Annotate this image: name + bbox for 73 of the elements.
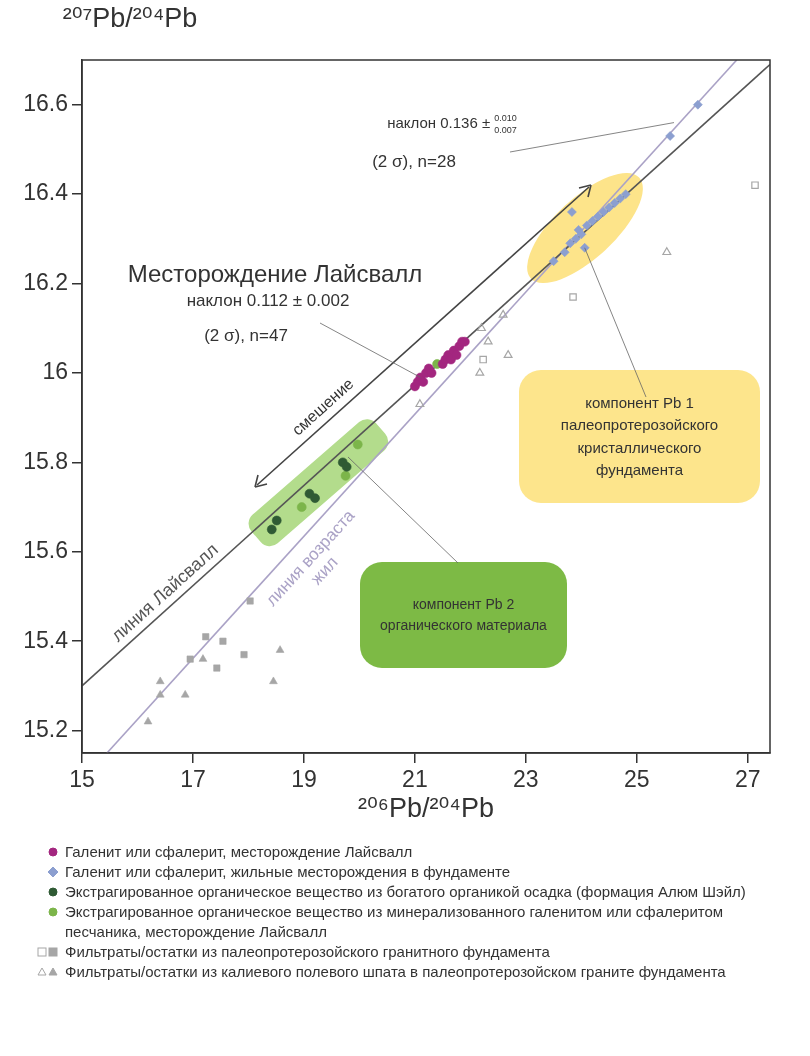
point <box>181 690 190 698</box>
y-axis-title: ²⁰⁷Pb/²⁰⁴Pb <box>62 3 198 34</box>
legend-label: Галенит или сфалерит, месторождение Лайсвалл <box>65 843 413 860</box>
point <box>751 181 759 189</box>
point <box>198 654 208 662</box>
point <box>266 524 277 535</box>
y-tick-label: 15.6 <box>23 537 68 564</box>
x-tick-label: 23 <box>513 766 539 793</box>
point <box>271 515 282 526</box>
point <box>693 99 703 110</box>
y-tick-label: 15.2 <box>23 715 68 742</box>
x-axis-title: ²⁰⁶Pb/²⁰⁴Pb <box>358 793 494 824</box>
point <box>609 198 620 208</box>
annotation: (2 σ), n=28 <box>372 152 456 172</box>
point <box>593 211 603 222</box>
point <box>156 676 165 685</box>
point <box>483 336 493 345</box>
point <box>296 502 307 512</box>
point <box>269 676 278 685</box>
legend-label: Фильтраты/остатки из калиевого полевого шпата в палеопротерозойском граните фундамента <box>65 963 726 980</box>
point <box>415 399 425 408</box>
y-tick-label: 15.8 <box>23 447 68 474</box>
point <box>620 189 631 199</box>
point <box>479 355 487 364</box>
point <box>565 238 576 249</box>
point <box>340 471 351 481</box>
point <box>503 349 513 358</box>
point <box>219 637 227 645</box>
point <box>186 655 194 663</box>
legend-label: Фильтраты/остатки из палеопротерозойского гранитного фундамента <box>65 943 550 960</box>
point <box>275 645 285 653</box>
point <box>598 207 609 217</box>
y-tick-label: 16.4 <box>23 179 69 206</box>
point <box>213 664 221 672</box>
point <box>569 293 577 301</box>
y-tick-label: 16.2 <box>23 268 68 295</box>
x-tick-label: 21 <box>402 766 428 793</box>
point <box>246 597 254 605</box>
legend-label: Экстрагированное органическое вещество из богатого органикой осадка (формация Алюм Шэйл) <box>65 883 746 900</box>
x-tick-label: 19 <box>291 766 317 793</box>
point <box>571 234 581 244</box>
point <box>156 690 165 698</box>
y-tick-label: 16.6 <box>23 90 68 117</box>
annotation: наклон 0.112 ± 0.002 <box>186 291 350 311</box>
point <box>341 462 352 472</box>
legend-label: Экстрагированное органическое вещество из минерализованного галенитом или сфалеритом песчаника, месторождение Лайсвалл <box>65 903 724 940</box>
point <box>240 651 248 659</box>
point <box>559 247 570 258</box>
x-tick-label: 15 <box>69 766 95 793</box>
point <box>567 207 577 217</box>
point <box>202 633 210 641</box>
point <box>310 493 320 503</box>
y-tick-label: 16 <box>42 358 68 385</box>
point <box>476 323 486 332</box>
point <box>143 716 153 725</box>
point <box>475 367 485 376</box>
x-tick-label: 25 <box>624 766 650 793</box>
annotation: (2 σ), n=47 <box>204 326 288 346</box>
legend-label: Галенит или сфалерит, жильные месторождения в фундаменте <box>65 863 511 880</box>
point <box>548 256 559 266</box>
point <box>587 216 598 226</box>
point <box>662 247 672 256</box>
point <box>498 309 508 318</box>
annotation: Месторождение Лайсвалл <box>127 260 423 288</box>
x-tick-label: 17 <box>180 766 206 793</box>
point <box>604 202 614 213</box>
point <box>582 220 592 231</box>
point <box>665 131 675 141</box>
point <box>352 439 363 450</box>
point <box>615 193 625 204</box>
y-tick-label: 15.4 <box>23 626 69 653</box>
point <box>579 242 590 253</box>
x-tick-label: 27 <box>735 766 761 793</box>
